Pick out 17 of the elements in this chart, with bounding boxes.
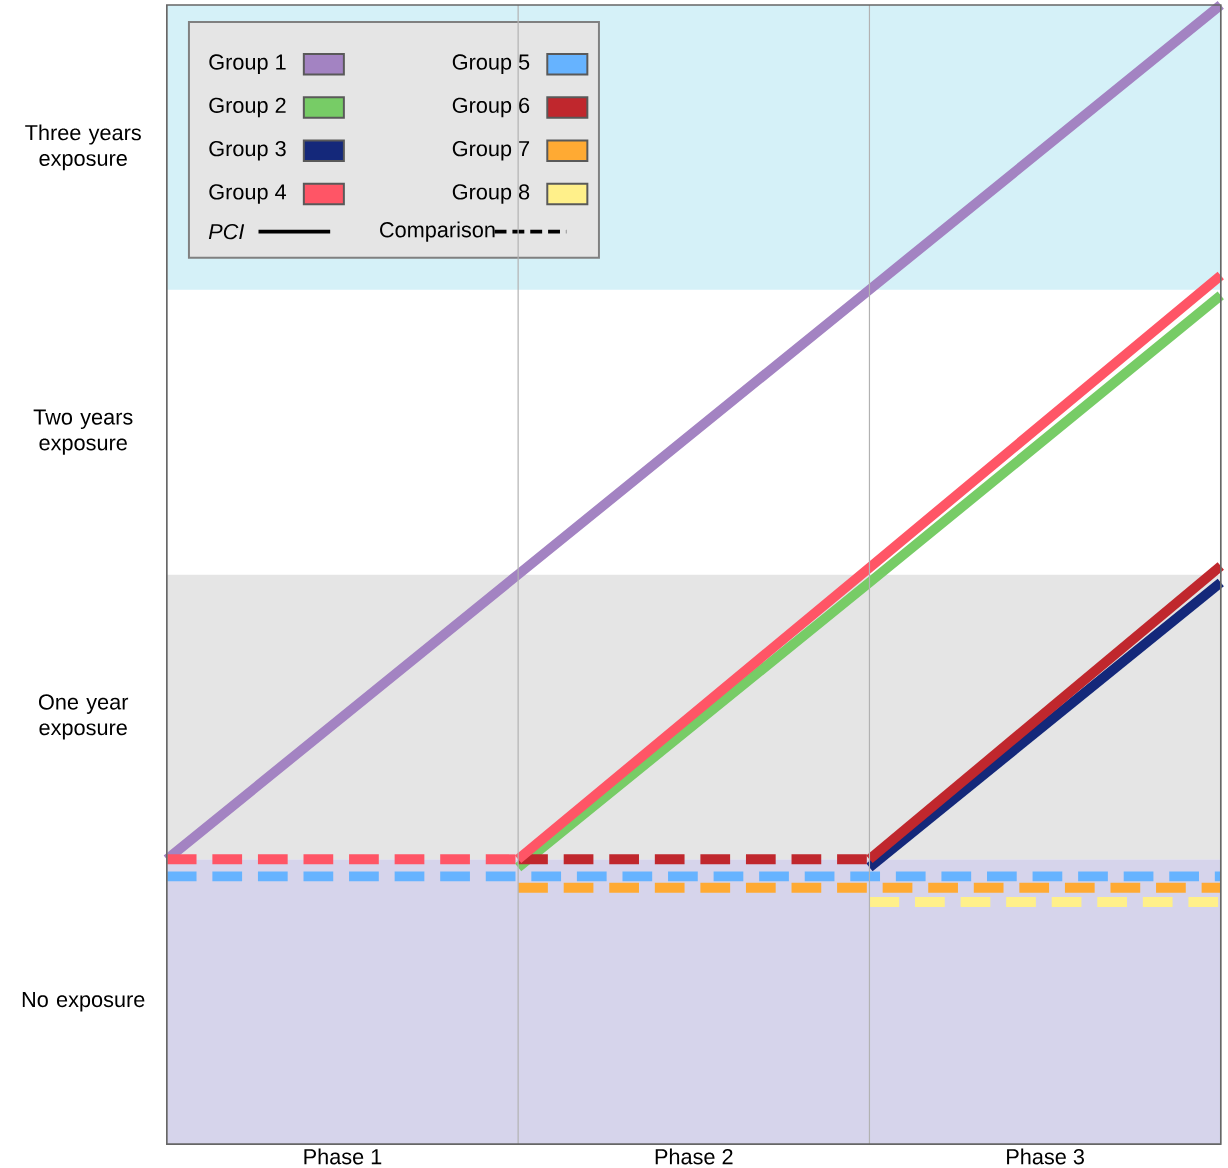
legend-label: Group 1 [209, 54, 286, 74]
legend-label: Group 8 [452, 184, 530, 204]
text: Phase 2 [655, 1148, 733, 1165]
text: Phase 1 [304, 1148, 382, 1165]
annotation: PCI [208, 223, 245, 240]
band-label: Three years exposure [25, 124, 141, 171]
band-label: One year exposure [38, 694, 129, 740]
legend-label: Group 6 [452, 97, 530, 118]
legend-label: Group 7 [452, 140, 530, 161]
band-label: Two years exposure [33, 409, 133, 455]
band-label: No exposure [22, 991, 145, 1012]
annotation: Comparison [380, 221, 495, 242]
legend-label: Group 5 [452, 54, 530, 74]
legend-label: Group 2 [209, 97, 286, 118]
legend-label: Group 4 [209, 184, 287, 204]
legend-label: Group 3 [209, 140, 286, 161]
text: Phase 3 [1007, 1148, 1084, 1165]
